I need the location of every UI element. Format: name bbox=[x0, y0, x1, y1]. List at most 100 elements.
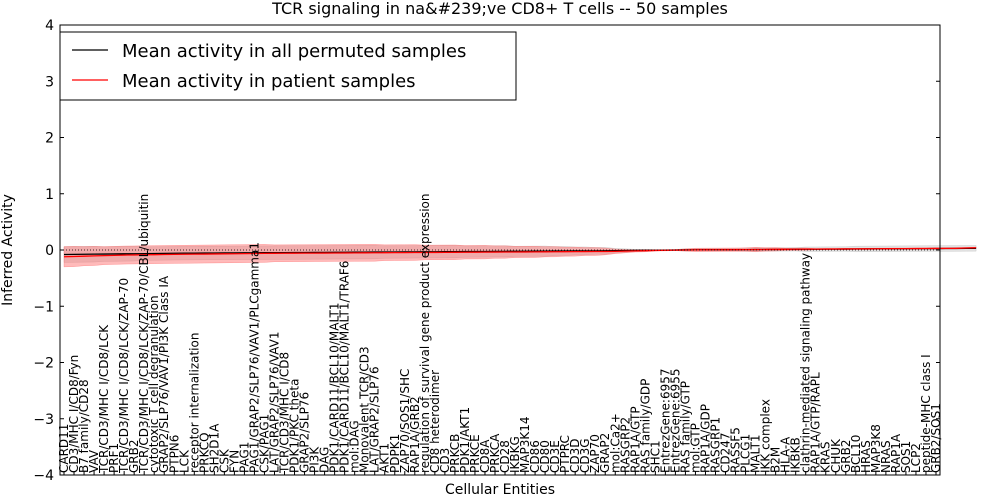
x-tick-label: mol:GTP bbox=[688, 423, 702, 473]
x-tick-label: PLCG1 bbox=[739, 434, 753, 473]
x-tick-label: CD3/MHC I/CD8/Fyn bbox=[67, 355, 81, 473]
x-tick-label: CD80 bbox=[538, 440, 552, 473]
x-tick-label: CD3E bbox=[548, 440, 562, 473]
x-tick-label: GRB2 bbox=[127, 439, 141, 473]
y-axis: 4 3 2 1 0 −1 −2 −3 −4 bbox=[33, 18, 940, 484]
x-tick-label: RAS family/GDP bbox=[638, 379, 652, 473]
x-tick-label: GRB2 bbox=[839, 439, 853, 473]
x-tick-label: RAP1A/GDP bbox=[698, 404, 712, 473]
x-tick-label: MAP3K14 bbox=[518, 416, 532, 473]
x-tick-label: GRAP2/SLP76 bbox=[298, 392, 312, 473]
x-tick-label: PRF1 bbox=[107, 443, 121, 473]
x-tick-label: FYN bbox=[227, 450, 241, 473]
chart-title: TCR signaling in na&#239;ve CD8+ T cells… bbox=[271, 0, 728, 18]
x-tick-label: ZAP70/SOS1/SHC bbox=[398, 369, 412, 473]
y-tick-label: 3 bbox=[45, 74, 54, 90]
x-tick-label: DAG bbox=[318, 447, 332, 473]
x-tick-label: MAP3K8 bbox=[869, 424, 883, 473]
x-tick-label: SH2D1A bbox=[207, 423, 221, 473]
x-tick-label: CD3 bbox=[438, 448, 452, 473]
line-patient-mean bbox=[63, 247, 977, 258]
x-tick-label: IKBKB bbox=[789, 437, 803, 473]
x-tick-label: Monovalent TCR/CD3 bbox=[358, 346, 372, 473]
y-tick-label: 0 bbox=[45, 243, 54, 259]
x-tick-label: TCR/CD3/MHC I/CD8/LCK/ZAP-70 bbox=[117, 278, 131, 474]
x-tick-label: CD8A bbox=[478, 439, 492, 473]
x-tick-label: ZAP70 bbox=[588, 434, 602, 473]
x-tick-label: RAP1A/GRB2 bbox=[408, 396, 422, 473]
x-tick-label: TCR/CD3/MHC I/CD8 bbox=[278, 352, 292, 474]
x-tick-label: IKBKG bbox=[508, 436, 522, 473]
x-tick-label: CD86 bbox=[528, 440, 542, 473]
x-tick-label: CD28 bbox=[498, 440, 512, 473]
y-axis-label: Inferred Activity bbox=[0, 194, 16, 306]
x-tick-label: GRAP2 bbox=[598, 433, 612, 473]
x-tick-label: RAP1A/GTP bbox=[628, 406, 642, 473]
x-tick-label: cytotoxic T cell degranulation bbox=[147, 295, 161, 473]
x-tick-label: CHUK bbox=[829, 438, 843, 473]
x-tick-label: CSK/PAG1 bbox=[257, 414, 271, 473]
x-tick-label: CARD11 bbox=[57, 424, 71, 473]
x-tick-label: CD3G bbox=[578, 438, 592, 473]
legend-box bbox=[59, 31, 517, 101]
x-tick-label: PDPK1 bbox=[388, 434, 402, 473]
x-tick-label: RAP1A bbox=[889, 433, 903, 473]
x-tick-label: IKK complex bbox=[759, 399, 773, 473]
x-tick-label: LAT/GRAP2/SLP76 bbox=[368, 366, 382, 473]
x-tick-label: HRAS bbox=[859, 440, 873, 473]
x-tick-label: B7 family/CD28 bbox=[77, 379, 91, 473]
x-tick-label: EntrezGene:6957 bbox=[658, 369, 672, 474]
x-tick-label: MALT1 bbox=[749, 434, 763, 473]
x-tick-label: PRKCB bbox=[448, 434, 462, 473]
x-tick-label: mol:DAG bbox=[348, 420, 362, 473]
x-tick-label: GRAP2/SLP76/VAV1/PI3K Class IA bbox=[157, 275, 171, 473]
legend-label-permuted: Mean activity in all permuted samples bbox=[122, 41, 466, 62]
x-tick-label: RASGRP1 bbox=[708, 417, 722, 473]
x-tick-label: clathrin-mediated signaling pathway bbox=[799, 253, 813, 473]
x-tick-label: SOS1 bbox=[899, 441, 913, 473]
series-lines bbox=[63, 247, 977, 258]
y-tick-label: −4 bbox=[33, 468, 54, 484]
x-tick-label: SHC1 bbox=[648, 440, 662, 473]
x-tick-label: RAS family/GTP bbox=[678, 381, 692, 473]
y-tick-label: 4 bbox=[45, 18, 54, 34]
legend-label-patient: Mean activity in patient samples bbox=[122, 71, 416, 92]
x-tick-label: PDK1/CARD11/BCL10/MALT1/TRAF6 bbox=[338, 261, 352, 473]
confidence-bands bbox=[63, 244, 977, 268]
x-tick-label: RASSF5 bbox=[729, 427, 743, 473]
x-tick-label: RAP1A/GTP/RAPL bbox=[809, 372, 823, 473]
x-tick-label: LCK bbox=[177, 449, 191, 473]
x-tick-label: CD8 heterodimer bbox=[428, 370, 442, 473]
x-tick-label: TCR/CD3/MHC I/CD8/LCK bbox=[97, 324, 111, 474]
x-tick-label: PDK1/PKC theta bbox=[288, 379, 302, 473]
y-tick-label: −3 bbox=[33, 412, 54, 428]
y-tick-label: −2 bbox=[33, 356, 54, 372]
x-tick-label: PTPN6 bbox=[167, 435, 181, 473]
x-tick-label: AKT1 bbox=[378, 443, 392, 473]
x-tick-label: PRKCE bbox=[468, 434, 482, 473]
x-tick-label: HLA-A bbox=[779, 436, 793, 473]
x-tick-label: TCR/CD3/MHC I/CD8/LCK/ZAP-70/CBL/ubiquit… bbox=[137, 194, 151, 474]
x-tick-label: PAG1/GRAP2/SLP76/VAV1/PLCgamma1 bbox=[247, 242, 261, 473]
x-tick-label: PI3K bbox=[308, 446, 322, 473]
x-tick-label: mol:Ca2+ bbox=[608, 413, 622, 473]
x-tick-label: PTPRC bbox=[558, 435, 572, 473]
x-axis-label: Cellular Entities bbox=[445, 482, 555, 498]
x-tick-label: RASGRP2 bbox=[618, 417, 632, 473]
x-tick-label: CD3D bbox=[568, 439, 582, 474]
x-tick-label: PAG1 bbox=[237, 442, 251, 473]
x-tick-label: regulation of survival gene product expr… bbox=[418, 194, 432, 473]
x-tick-label: LAT/GRAP2/SLP76/VAV1 bbox=[267, 332, 281, 473]
x-tick-label: CD247 bbox=[719, 432, 733, 473]
x-tick-label: peptide-MHC class I bbox=[919, 354, 933, 473]
x-tick-label: receptor internalization bbox=[187, 333, 201, 473]
x-tick-label: GRB2/SOS1 bbox=[929, 403, 943, 473]
y-tick-label: −1 bbox=[33, 299, 54, 315]
x-tick-label: EntrezGene:6955 bbox=[668, 369, 682, 474]
x-tick-label: KRAS bbox=[819, 441, 833, 473]
x-tick-label: B2M bbox=[769, 447, 783, 473]
x-tick-label: CSK bbox=[217, 448, 231, 473]
x-tick-label: PRKCA bbox=[488, 433, 502, 473]
